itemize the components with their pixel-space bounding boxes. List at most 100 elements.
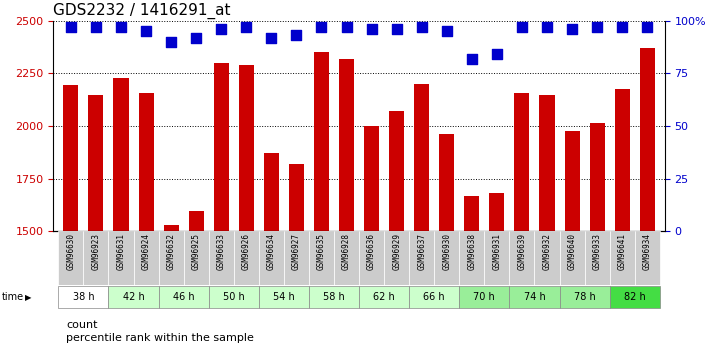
Bar [609, 286, 660, 308]
Text: percentile rank within the sample: percentile rank within the sample [66, 333, 254, 343]
Bar [409, 231, 434, 285]
Point [166, 39, 177, 45]
Bar [560, 231, 584, 285]
Text: GSM96924: GSM96924 [141, 233, 151, 270]
Bar [560, 286, 609, 308]
Bar [359, 286, 409, 308]
Bar [384, 231, 409, 285]
Text: ▶: ▶ [25, 293, 31, 302]
Text: GSM96631: GSM96631 [117, 233, 125, 270]
Bar [309, 286, 359, 308]
Text: GSM96640: GSM96640 [567, 233, 577, 270]
Bar [339, 59, 354, 345]
Bar [609, 231, 635, 285]
Text: 38 h: 38 h [73, 292, 95, 302]
Bar [88, 96, 103, 345]
Text: 78 h: 78 h [574, 292, 596, 302]
Bar [309, 231, 334, 285]
Bar [535, 231, 560, 285]
Bar [139, 93, 154, 345]
Bar [159, 231, 183, 285]
Bar [509, 231, 535, 285]
Bar [459, 231, 484, 285]
Text: GDS2232 / 1416291_at: GDS2232 / 1416291_at [53, 3, 231, 19]
Point [115, 24, 127, 30]
Text: GSM96638: GSM96638 [467, 233, 476, 270]
Point [391, 26, 402, 32]
Text: GSM96633: GSM96633 [217, 233, 225, 270]
Text: GSM96927: GSM96927 [292, 233, 301, 270]
Text: 46 h: 46 h [173, 292, 194, 302]
Bar [183, 231, 209, 285]
Point [191, 35, 202, 40]
Bar [209, 231, 234, 285]
Text: GSM96636: GSM96636 [367, 233, 376, 270]
Bar [259, 286, 309, 308]
Bar [109, 231, 134, 285]
Point [266, 35, 277, 40]
Bar [264, 153, 279, 345]
Bar [259, 231, 284, 285]
Bar [234, 231, 259, 285]
Text: GSM96926: GSM96926 [242, 233, 251, 270]
Bar [540, 96, 555, 345]
Bar [63, 85, 78, 345]
Bar [359, 231, 384, 285]
Bar [615, 89, 630, 345]
Bar [114, 78, 129, 345]
Point [592, 24, 603, 30]
Text: GSM96931: GSM96931 [493, 233, 501, 270]
Bar [409, 286, 459, 308]
Text: 62 h: 62 h [373, 292, 395, 302]
Point [541, 24, 552, 30]
Text: time: time [2, 293, 24, 302]
Bar [464, 196, 479, 345]
Bar [489, 193, 504, 345]
Point [65, 24, 77, 30]
Point [441, 29, 452, 34]
Text: GSM96632: GSM96632 [166, 233, 176, 270]
Point [366, 26, 378, 32]
Point [90, 24, 102, 30]
Text: GSM96932: GSM96932 [542, 233, 552, 270]
Point [316, 24, 327, 30]
Text: GSM96928: GSM96928 [342, 233, 351, 270]
Bar [239, 65, 254, 345]
Text: GSM96635: GSM96635 [317, 233, 326, 270]
Bar [434, 231, 459, 285]
Text: GSM96934: GSM96934 [643, 233, 652, 270]
Text: GSM96929: GSM96929 [392, 233, 401, 270]
Text: GSM96630: GSM96630 [66, 233, 75, 270]
Text: GSM96933: GSM96933 [593, 233, 602, 270]
Point [416, 24, 427, 30]
Text: 54 h: 54 h [273, 292, 295, 302]
Bar [209, 286, 259, 308]
Bar [58, 231, 83, 285]
Point [341, 24, 352, 30]
Bar [289, 164, 304, 345]
Bar [314, 52, 329, 345]
Text: 58 h: 58 h [323, 292, 345, 302]
Bar [389, 111, 404, 345]
Text: GSM96634: GSM96634 [267, 233, 276, 270]
Bar [439, 134, 454, 345]
Bar [83, 231, 109, 285]
Bar [459, 286, 509, 308]
Bar [134, 231, 159, 285]
Bar [364, 126, 379, 345]
Bar [640, 48, 655, 345]
Point [567, 26, 578, 32]
Bar [565, 131, 579, 345]
Text: GSM96923: GSM96923 [92, 233, 100, 270]
Point [641, 24, 653, 30]
Point [240, 24, 252, 30]
Text: 42 h: 42 h [122, 292, 144, 302]
Point [516, 24, 528, 30]
Bar [58, 286, 109, 308]
Bar [164, 225, 178, 345]
Bar [188, 211, 203, 345]
Text: GSM96639: GSM96639 [518, 233, 526, 270]
Point [466, 56, 478, 61]
Text: count: count [66, 320, 97, 329]
Bar [509, 286, 560, 308]
